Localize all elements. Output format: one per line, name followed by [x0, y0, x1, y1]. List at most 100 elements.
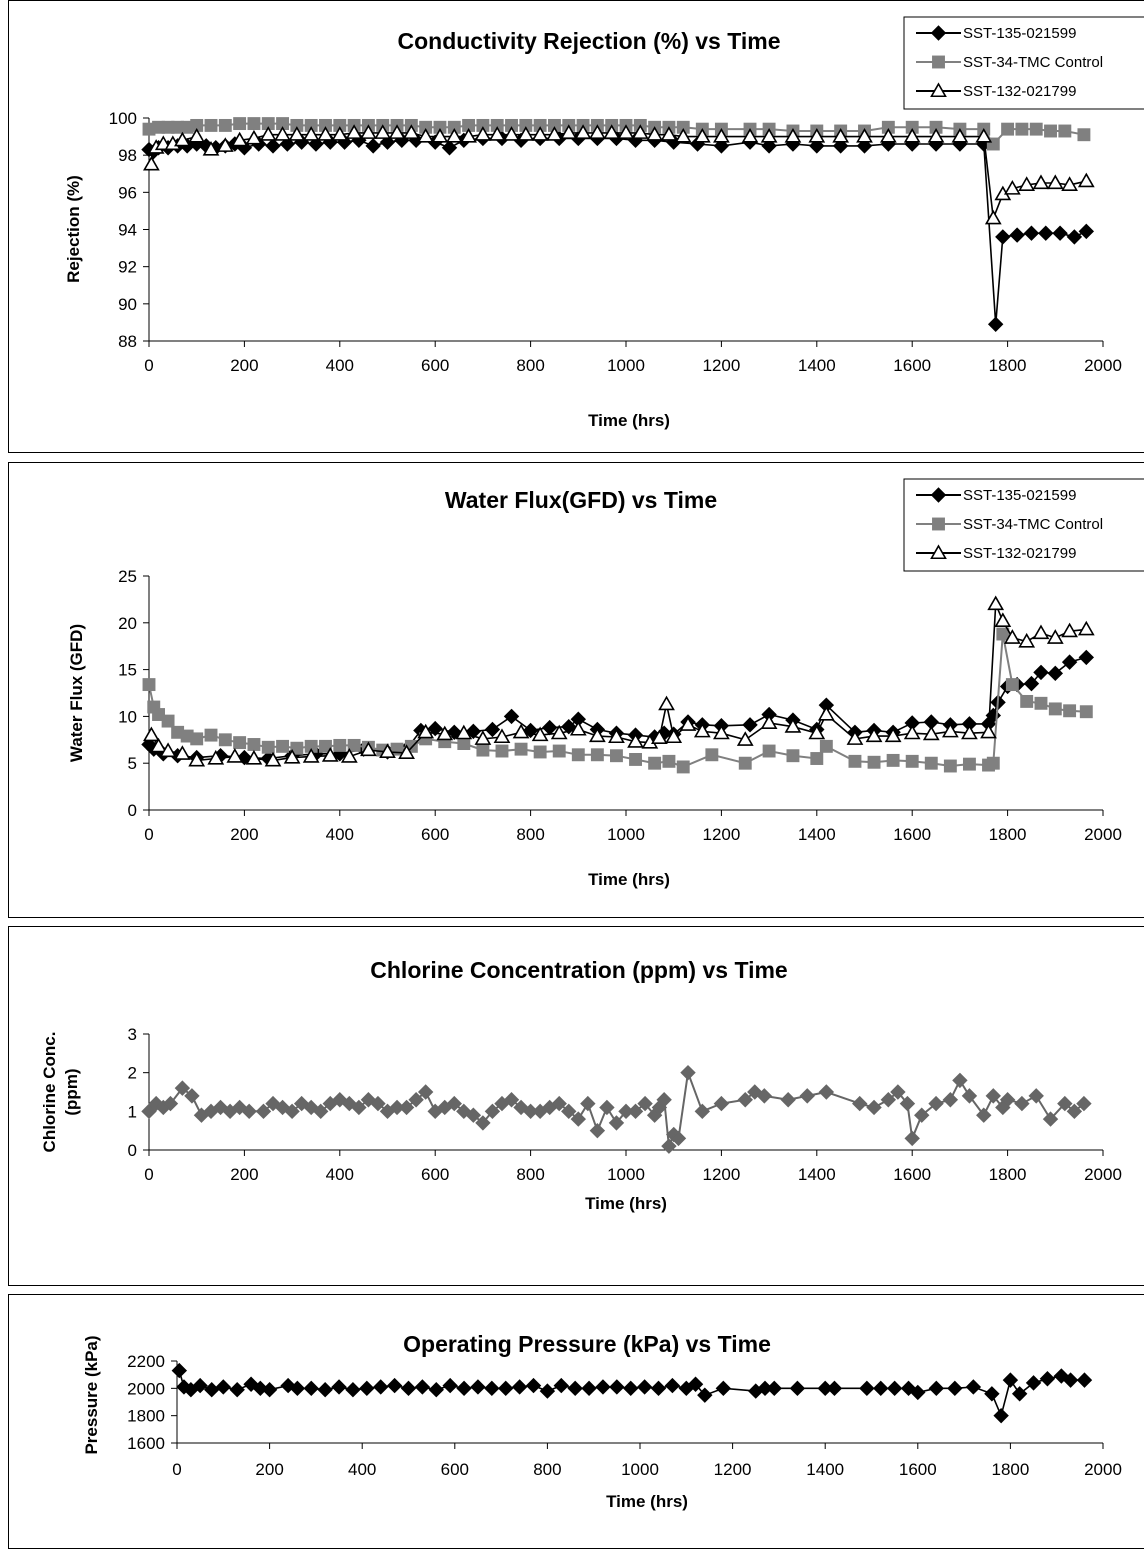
data-point: [693, 127, 711, 143]
data-point: [608, 1115, 625, 1131]
flux-chart-panel: Water Flux(GFD) vs Time 0 200 400 600 800 1000…: [8, 462, 1144, 918]
data-point: [1002, 1372, 1019, 1388]
data-point: [810, 752, 824, 765]
data-point: [1003, 180, 1021, 195]
data-point: [651, 729, 668, 744]
data-point: [398, 1099, 415, 1116]
pressure-chart-panel: Operating Pressure (kPa) vs Time 0 200 400 6…: [8, 1294, 1144, 1549]
data-point: [404, 739, 418, 753]
data-point: [446, 1095, 462, 1112]
data-point: [1020, 694, 1034, 708]
x-tick-label: 0: [172, 1460, 181, 1479]
x-tick-label: 2000: [1084, 356, 1122, 375]
data-point: [961, 724, 978, 740]
data-point: [1057, 1095, 1073, 1112]
x-tick-label: 600: [421, 1165, 449, 1184]
data-point: [333, 738, 347, 752]
data-point: [922, 725, 940, 741]
y-tick-label: 96: [118, 183, 137, 202]
y-tick-label: 2: [128, 1064, 137, 1083]
data-point: [1015, 122, 1029, 136]
data-point: [517, 126, 535, 141]
data-point: [1001, 122, 1015, 136]
x-tick-label: 1800: [991, 1460, 1029, 1479]
data-point: [484, 1103, 501, 1120]
data-point: [865, 727, 883, 743]
data-point: [345, 124, 363, 139]
data-point: [512, 723, 530, 739]
data-point: [670, 1130, 687, 1147]
y-axis-title: Water Flux (GFD): [67, 624, 86, 762]
chlorine-chart-panel: Chlorine Concentration (ppm) vs Time 0 200…: [8, 926, 1144, 1286]
data-point: [1025, 1375, 1042, 1391]
data-point: [952, 1072, 968, 1089]
data-point: [427, 720, 443, 737]
legend-marker: [932, 517, 945, 531]
data-point: [1003, 629, 1021, 644]
data-point: [379, 743, 396, 759]
data-point: [188, 751, 206, 767]
data-point: [161, 714, 175, 728]
data-point: [664, 1377, 681, 1394]
y-tick-label: 1600: [127, 1434, 165, 1453]
x-tick-label: 200: [230, 356, 258, 375]
data-point: [984, 1386, 1000, 1402]
data-point: [603, 124, 621, 139]
data-point: [1039, 1371, 1056, 1387]
legend-label: SST-34-TMC Control: [963, 54, 1103, 71]
x-tick-label: 800: [516, 356, 544, 375]
data-point: [589, 124, 606, 139]
data-point: [705, 748, 719, 762]
data-point: [174, 1080, 191, 1096]
data-point: [498, 1380, 514, 1397]
data-point: [826, 1380, 843, 1397]
data-point: [646, 126, 663, 141]
data-point: [319, 739, 332, 753]
data-point: [359, 1380, 375, 1397]
x-axis-title: Time (hrs): [588, 870, 670, 889]
data-point: [784, 718, 802, 733]
data-point: [799, 1088, 815, 1104]
data-point: [910, 1384, 926, 1401]
y-tick-label: 90: [118, 295, 137, 314]
series-2: [143, 124, 1095, 225]
data-point: [713, 724, 730, 740]
data-point: [374, 124, 392, 139]
x-tick-label: 2000: [1084, 1460, 1122, 1479]
x-axis-title: Time (hrs): [585, 1194, 667, 1213]
data-point: [961, 1088, 978, 1104]
data-point: [474, 730, 492, 745]
data-point: [218, 118, 232, 132]
legend: SST-135-021599 SST-34-TMC Control SST-132-…: [903, 16, 1144, 110]
data-point: [436, 725, 454, 741]
data-point: [553, 1377, 569, 1394]
data-point: [687, 1376, 704, 1392]
data-point: [274, 126, 291, 141]
data-point: [1046, 629, 1064, 644]
series-line: [148, 633, 1087, 768]
data-point: [786, 749, 800, 763]
x-tick-label: 800: [533, 1460, 561, 1479]
data-point: [1076, 1372, 1093, 1388]
data-point: [414, 1379, 431, 1395]
data-point: [984, 209, 1002, 225]
data-point: [150, 737, 167, 753]
data-point: [756, 1088, 773, 1104]
y-tick-label: 3: [128, 1025, 137, 1044]
data-point: [697, 1387, 713, 1403]
data-point: [216, 137, 234, 152]
data-point: [550, 724, 568, 740]
data-point: [680, 1064, 696, 1081]
y-tick-label: 25: [118, 567, 137, 586]
data-point: [321, 747, 339, 762]
data-point: [1061, 654, 1078, 670]
data-point: [229, 1381, 245, 1398]
data-point: [1005, 678, 1019, 692]
data-point: [581, 1380, 597, 1397]
data-point: [247, 738, 261, 751]
x-tick-label: 200: [255, 1460, 283, 1479]
data-point: [457, 737, 471, 750]
legend-label: SST-132-021799: [963, 83, 1076, 100]
y-tick-label: 0: [128, 1141, 137, 1160]
data-point: [1061, 176, 1078, 191]
